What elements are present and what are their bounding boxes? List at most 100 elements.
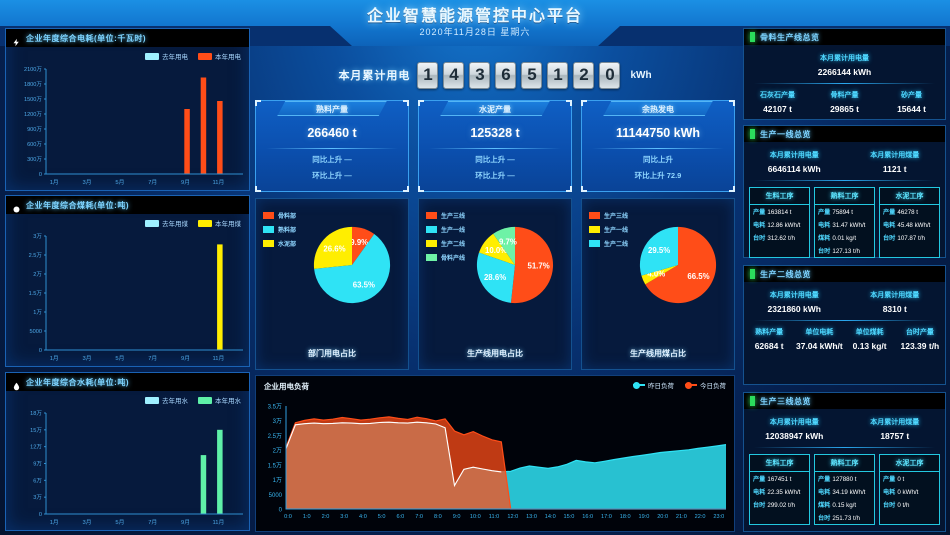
- process-name: 熟料工序: [815, 188, 874, 205]
- summary-key: 本月累计用电量: [769, 292, 819, 299]
- y-tick-label: 1200万: [24, 111, 42, 118]
- metric-value: 37.04 kWh/t: [795, 341, 843, 351]
- pie-legend-label: 水泥部: [278, 242, 297, 248]
- y-tick-label: 3万: [33, 494, 42, 501]
- bar[interactable]: [217, 429, 223, 514]
- chart-legend-item[interactable]: 本年用电: [198, 51, 241, 61]
- pie-slice[interactable]: [645, 226, 717, 304]
- process-metric: 产量 0 t: [880, 472, 939, 485]
- kpi-divider: [266, 148, 398, 149]
- chart-legend-label: 去年用水: [162, 398, 188, 405]
- process-metric-key: 电耗: [753, 489, 766, 496]
- pie-legend-swatch: [589, 226, 600, 233]
- pie-legend-label: 骨料产线: [441, 256, 466, 262]
- pie-slice[interactable]: [639, 226, 678, 276]
- pie-legend-item[interactable]: 骨料部: [263, 211, 296, 220]
- y-tick-label: 3万: [33, 233, 42, 240]
- panel-title: 生产三线总览: [744, 393, 945, 409]
- chart-legend: 去年用煤 本年用煤: [145, 218, 241, 228]
- pie-legend-item[interactable]: 生产二线: [426, 239, 465, 248]
- summary-value: 12038947 kWh: [765, 431, 824, 441]
- load-legend-line: [633, 384, 645, 386]
- pie-slice[interactable]: [510, 226, 554, 304]
- pie-legend-item[interactable]: 骨料产线: [426, 253, 465, 262]
- metric-cell: 砂产量 15644 t: [878, 90, 945, 114]
- process-metric: 电耗 45.48 kWh/t: [880, 218, 939, 231]
- load-y-tick: 1.5万: [268, 462, 282, 469]
- pie-legend-item[interactable]: 生产三线: [426, 211, 465, 220]
- kpi-corner: [403, 100, 409, 106]
- load-x-tick: 12:0: [507, 514, 518, 520]
- y-tick-label: 6万: [33, 477, 42, 484]
- process-metric: 产量 163814 t: [750, 205, 809, 218]
- pie-legend-item[interactable]: 生产三线: [589, 211, 628, 220]
- summary-row: 本月累计用电量 12038947 kWh 本月累计用煤量 18757 t: [744, 417, 945, 441]
- x-tick-label: 3月: [83, 179, 92, 186]
- pie-slice-label: 29.5%: [648, 246, 670, 255]
- bar[interactable]: [184, 109, 190, 174]
- kpi-yoy: 同比上升 —: [312, 155, 352, 164]
- chart-legend-item[interactable]: 去年用电: [145, 51, 188, 61]
- pie-slice[interactable]: [314, 234, 391, 304]
- process-metric-key: 煤耗: [818, 502, 831, 509]
- pie-slice[interactable]: [476, 252, 515, 303]
- meter-digit: 1: [547, 61, 569, 89]
- pie-legend-swatch: [426, 226, 437, 233]
- chart-legend-item[interactable]: 去年用煤: [145, 218, 188, 228]
- load-x-tick: 20:0: [657, 514, 668, 520]
- bar[interactable]: [217, 101, 223, 174]
- load-x-tick: 19:0: [638, 514, 649, 520]
- process-metric: 产量 75894 t: [815, 205, 874, 218]
- summary-key: 本月累计用电量: [769, 419, 819, 426]
- metric-value: 62684 t: [754, 341, 784, 351]
- process-name: 生料工序: [750, 455, 809, 472]
- bar[interactable]: [200, 455, 207, 514]
- pie-legend-item[interactable]: 熟料部: [263, 225, 296, 234]
- pie-legend-label: 生产二线: [604, 242, 629, 248]
- pie-holder: 51.7% 28.6% 10.0% 9.7%: [419, 209, 571, 321]
- chart-legend-item[interactable]: 本年用煤: [198, 218, 241, 228]
- pie-legend-item[interactable]: 生产一线: [589, 225, 628, 234]
- process-metric: 台时 107.87 t/h: [880, 231, 939, 244]
- load-legend-item[interactable]: 昨日负荷: [633, 380, 674, 390]
- kpi-card: 余热发电 11144750 kWh 同比上升 环比上升 72.9: [581, 100, 735, 192]
- summary-value: 8310 t: [882, 304, 907, 314]
- bar[interactable]: [200, 77, 207, 175]
- load-y-tick: 2万: [273, 448, 282, 455]
- chart-legend-item[interactable]: 本年用水: [198, 395, 241, 405]
- load-legend-item[interactable]: 今日负荷: [685, 380, 726, 390]
- panel-title: 企业年度综合水耗(单位:吨): [6, 373, 249, 391]
- process-metric-key: 产量: [753, 476, 766, 483]
- process-metric-key: 电耗: [883, 489, 896, 496]
- load-x-tick: 15:0: [564, 514, 575, 520]
- pie-legend-item[interactable]: 生产一线: [426, 225, 465, 234]
- panel-title: 生产一线总览: [744, 126, 945, 142]
- process-metric: 电耗 31.47 kWh/t: [815, 218, 874, 231]
- kpi-card-group: 熟料产量 266460 t 同比上升 — 环比上升 — 水泥产量 125328 t 同比上升…: [255, 100, 735, 192]
- pie-slice[interactable]: [313, 226, 352, 269]
- pie-legend-item[interactable]: 水泥部: [263, 239, 296, 248]
- pie-legend-item[interactable]: 生产二线: [589, 239, 628, 248]
- metric-key: 台时产量: [905, 329, 934, 336]
- bar[interactable]: [217, 244, 223, 350]
- pie-slice[interactable]: [641, 265, 678, 285]
- summary-cell: 本月累计用电量 2266144 kWh: [744, 53, 945, 77]
- pie-slice[interactable]: [479, 233, 515, 265]
- load-x-tick: 4:0: [359, 514, 367, 520]
- divider: [754, 320, 935, 321]
- x-tick-label: 1月: [50, 355, 59, 362]
- chart-legend-item[interactable]: 去年用水: [145, 395, 188, 405]
- pie-slice[interactable]: [352, 226, 375, 265]
- pie-legend-label: 生产三线: [604, 214, 629, 220]
- kpi-corner: [581, 100, 587, 106]
- pie-slice-label: 28.6%: [484, 273, 506, 282]
- metric-value: 123.39 t/h: [900, 341, 940, 351]
- left-chart-panel-3: 企业年度综合水耗(单位:吨) 去年用水 本年用水 0 3万 6万 9万 12万 15万 18万 1月…: [5, 372, 250, 531]
- process-box: 水泥工序 产量 46278 t 电耗 45.48 kWh/t 台时 107.87 t/h: [879, 187, 940, 258]
- x-tick-label: 1月: [50, 519, 59, 526]
- right-panel-4: 生产三线总览 本月累计用电量 12038947 kWh 本月累计用煤量 18757 t 生…: [743, 392, 946, 532]
- pie-slice[interactable]: [493, 226, 515, 265]
- chart-legend-swatch: [145, 219, 159, 227]
- pie-chart-title: 生产线用煤占比: [630, 349, 686, 358]
